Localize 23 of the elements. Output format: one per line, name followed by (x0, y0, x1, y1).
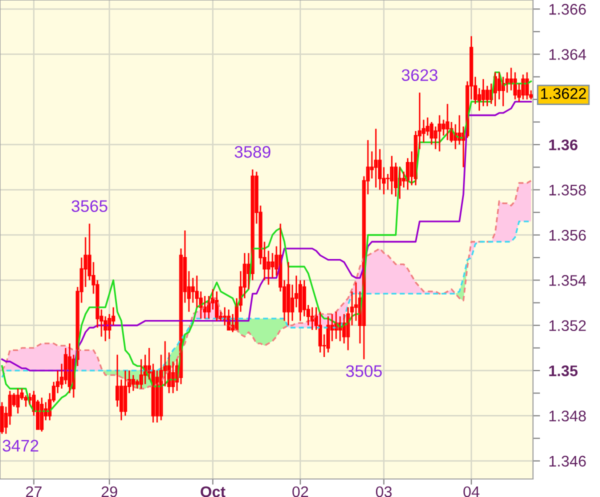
x-tick-label: 29 (102, 486, 118, 497)
y-tick-label: 1.36 (549, 139, 578, 150)
y-tick-label: 1.35 (549, 365, 578, 376)
x-tick-label: 04 (463, 486, 480, 497)
x-tick-label: 03 (376, 486, 392, 497)
x-tick-label: 02 (292, 486, 308, 497)
y-tick-label: 1.352 (549, 320, 586, 332)
y-tick-label: 1.364 (549, 49, 586, 60)
text: 3623 (402, 69, 438, 82)
y-tick-label: 1.346 (549, 456, 586, 467)
y-tick-label: 1.348 (549, 410, 586, 422)
text: 1.3622 (541, 88, 586, 99)
x-tick-label: 27 (26, 486, 42, 497)
text: 3472 (2, 440, 38, 452)
text: 3589 (234, 146, 270, 158)
text: 3505 (346, 365, 382, 378)
x-tick-label: Oct (200, 486, 226, 497)
y-tick-label: 1.356 (549, 230, 586, 241)
text: 3565 (72, 200, 108, 212)
y-tick-label: 1.358 (549, 184, 586, 196)
y-tick-label: 1.366 (549, 4, 586, 15)
y-tick-label: 1.354 (549, 275, 586, 286)
line-series (1, 220, 532, 378)
